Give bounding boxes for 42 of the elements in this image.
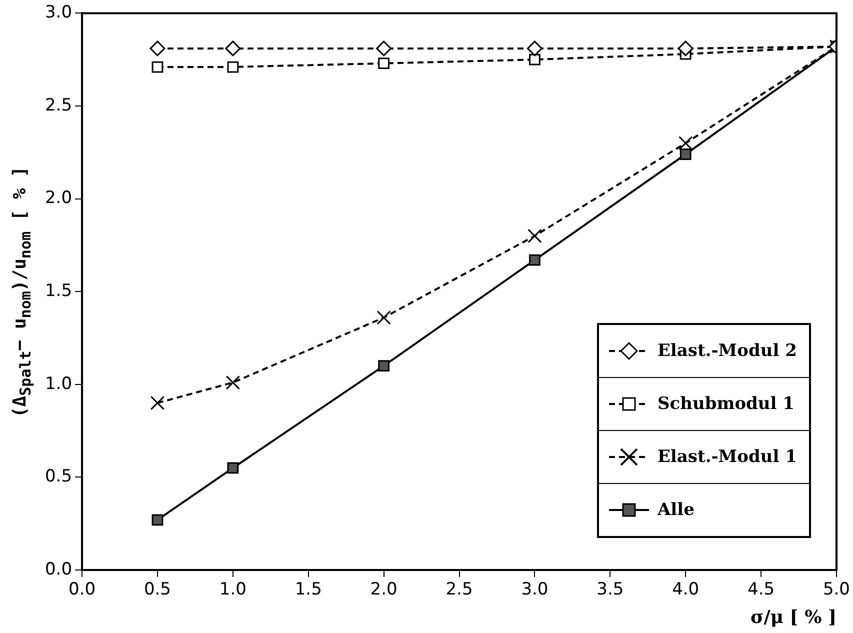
point xyxy=(528,228,542,244)
point xyxy=(226,375,240,390)
legend-label: Elast.-Modul 2 xyxy=(657,341,797,361)
point xyxy=(529,254,540,266)
point xyxy=(680,148,692,160)
x-tick-label: 3.0 xyxy=(521,580,548,600)
x-tick-label: 0.5 xyxy=(144,580,172,600)
x-tick-label: 2.5 xyxy=(446,580,473,600)
x-tick-label: 1.0 xyxy=(219,580,246,600)
y-tick-label: 0.5 xyxy=(44,466,72,487)
point xyxy=(152,514,164,526)
point xyxy=(150,396,165,410)
point xyxy=(378,360,390,372)
point xyxy=(376,310,391,325)
y-tick-label: 3.0 xyxy=(44,2,72,23)
point xyxy=(678,40,694,56)
y-tick-label: 1.0 xyxy=(44,374,72,394)
legend-label: Alle xyxy=(657,500,694,520)
point xyxy=(526,40,542,56)
point xyxy=(378,58,390,70)
point xyxy=(152,61,164,73)
legend-label: Schubmodul 1 xyxy=(657,394,794,414)
x-tick-label: 2.0 xyxy=(370,580,398,600)
x-tick-label: 4.0 xyxy=(672,580,700,600)
point xyxy=(376,40,392,56)
point xyxy=(678,136,693,150)
x-tick-label: 1.5 xyxy=(294,580,322,600)
point xyxy=(227,61,239,73)
y-tick-label: 2.0 xyxy=(44,188,72,208)
legend-label: Elast.-Modul 1 xyxy=(657,447,797,467)
y-tick-label: 2.5 xyxy=(44,95,72,116)
y-tick-label: 1.5 xyxy=(44,281,72,302)
x-tick-label: 3.5 xyxy=(596,580,624,600)
point xyxy=(150,40,166,56)
x-axis-title: σ/μ [ % ] xyxy=(750,606,836,628)
x-tick-label: 5.0 xyxy=(822,580,850,600)
point xyxy=(225,40,241,56)
x-tick-label: 4.5 xyxy=(748,580,775,600)
point xyxy=(227,462,239,474)
x-tick-label: 0.0 xyxy=(68,580,96,600)
y-tick-label: 0.0 xyxy=(44,559,72,580)
point xyxy=(529,54,540,66)
